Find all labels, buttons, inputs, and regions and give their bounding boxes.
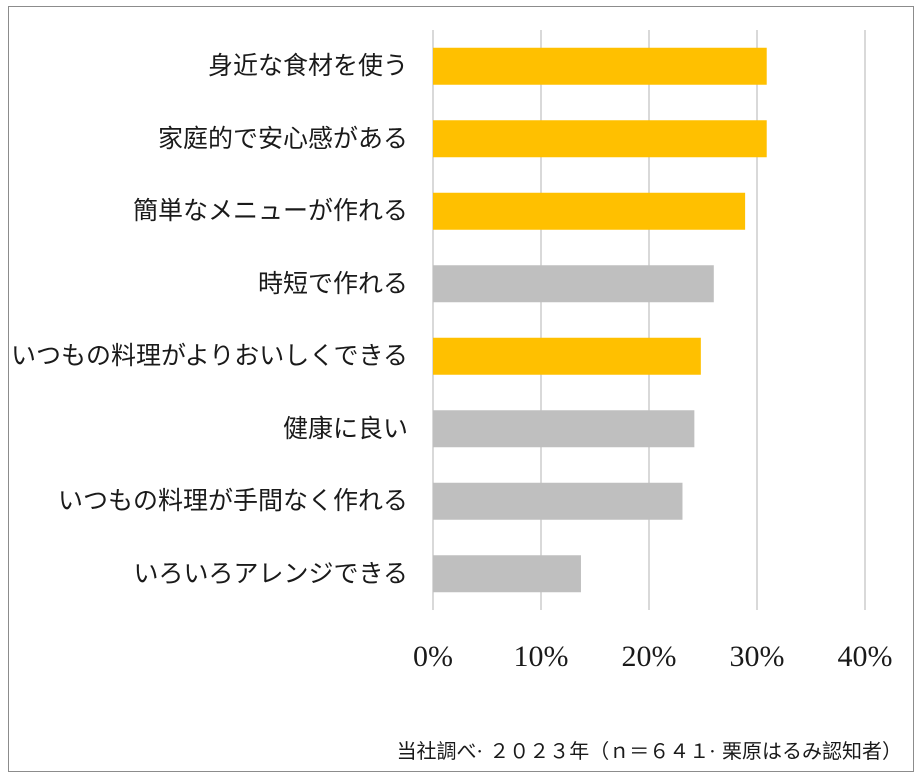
- x-tick-label: 30%: [729, 640, 785, 673]
- bar: [433, 555, 581, 593]
- category-label: いろいろアレンジできる: [133, 558, 408, 588]
- bar: [433, 482, 683, 520]
- source-note: 当社調べ· ２０２３年（ｎ＝６４１· 栗原はるみ認知者）: [396, 739, 902, 763]
- bar: [433, 47, 767, 85]
- category-label: いつもの料理がよりおいしくできる: [10, 341, 408, 371]
- x-tick-label: 40%: [837, 640, 893, 673]
- bar: [433, 337, 701, 375]
- x-tick-label: 0%: [413, 640, 453, 673]
- category-label: 簡単なメニューが作れる: [132, 196, 408, 226]
- bar: [433, 120, 767, 158]
- category-label: 身近な食材を使う: [207, 51, 408, 81]
- x-tick-label: 10%: [513, 640, 569, 673]
- category-label: いつもの料理が手間なく作れる: [57, 486, 408, 516]
- category-label: 時短で作れる: [257, 268, 408, 298]
- category-label: 家庭的で安心感がある: [157, 123, 408, 153]
- bar: [433, 192, 746, 230]
- bar: [433, 410, 695, 448]
- x-tick-label: 20%: [621, 640, 677, 673]
- category-label: 健康に良い: [282, 413, 408, 443]
- bar: [433, 265, 714, 303]
